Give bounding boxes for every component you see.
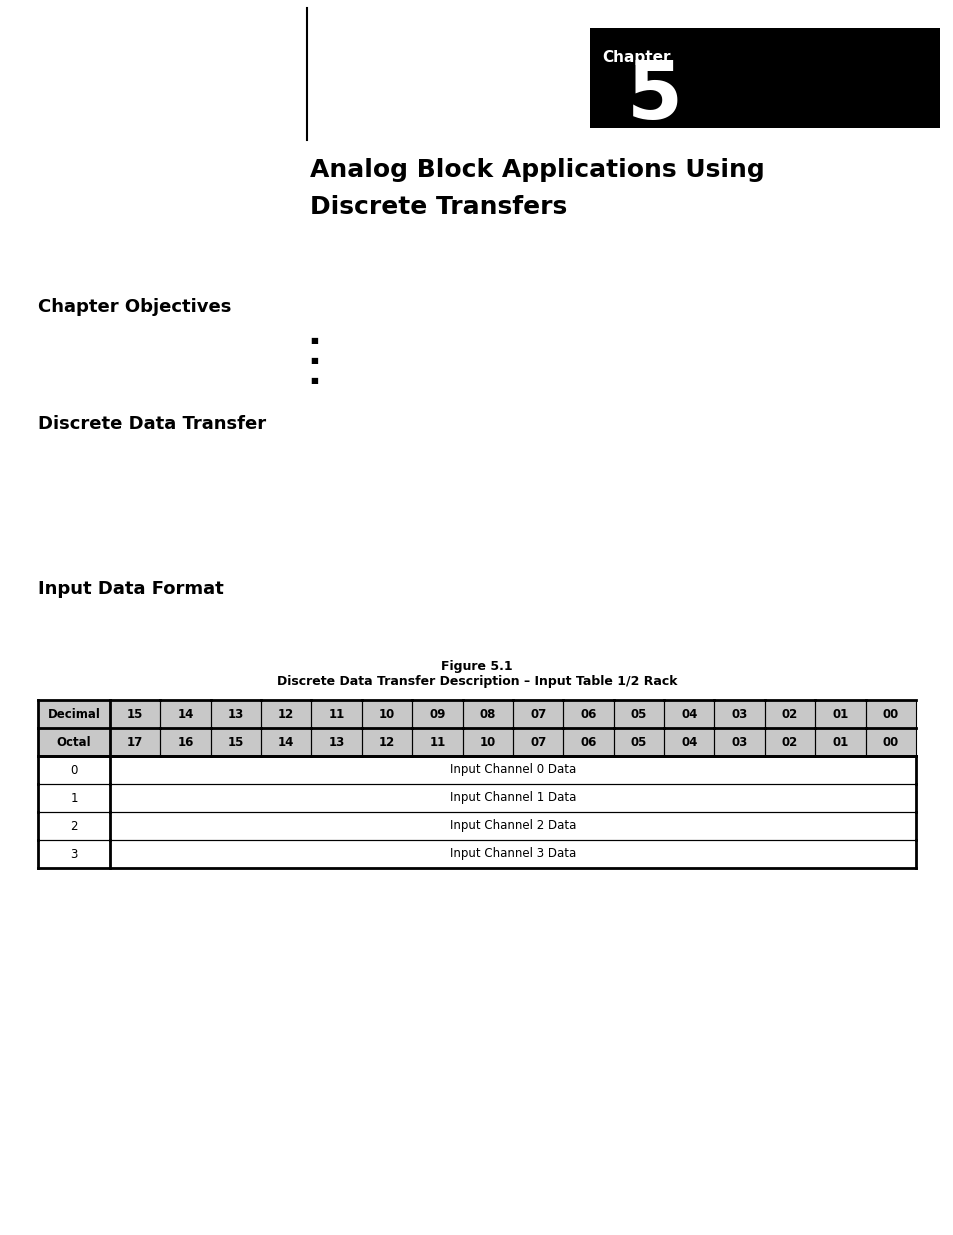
- Text: Input Channel 1 Data: Input Channel 1 Data: [450, 792, 576, 804]
- Bar: [38, 756, 110, 784]
- Bar: [361, 700, 412, 727]
- Bar: [38, 784, 110, 811]
- Text: 11: 11: [328, 708, 344, 720]
- Bar: [513, 700, 563, 727]
- Bar: [864, 727, 915, 756]
- Text: 5: 5: [626, 58, 682, 136]
- Bar: [462, 700, 513, 727]
- Bar: [563, 700, 613, 727]
- Bar: [764, 700, 815, 727]
- Text: 06: 06: [579, 736, 597, 748]
- Bar: [38, 727, 110, 756]
- Text: Analog Block Applications Using: Analog Block Applications Using: [310, 158, 764, 182]
- Text: 00: 00: [882, 708, 898, 720]
- Bar: [211, 700, 261, 727]
- Text: Input Data Format: Input Data Format: [38, 580, 224, 598]
- Bar: [412, 727, 462, 756]
- Bar: [864, 700, 915, 727]
- Text: 13: 13: [228, 708, 244, 720]
- Text: 12: 12: [378, 736, 395, 748]
- Bar: [613, 727, 663, 756]
- Text: 04: 04: [680, 736, 697, 748]
- Text: 03: 03: [731, 736, 747, 748]
- Text: Input Channel 0 Data: Input Channel 0 Data: [450, 763, 576, 777]
- Text: 3: 3: [71, 847, 77, 861]
- Text: Chapter Objectives: Chapter Objectives: [38, 298, 232, 316]
- Text: 05: 05: [630, 708, 646, 720]
- Bar: [38, 700, 110, 727]
- Text: 02: 02: [781, 736, 798, 748]
- Bar: [110, 784, 915, 811]
- Bar: [312, 727, 361, 756]
- Text: 01: 01: [831, 708, 847, 720]
- Bar: [815, 700, 864, 727]
- Text: 10: 10: [479, 736, 496, 748]
- Text: 14: 14: [278, 736, 294, 748]
- Bar: [412, 700, 462, 727]
- Bar: [361, 727, 412, 756]
- Bar: [815, 727, 864, 756]
- Text: 13: 13: [328, 736, 344, 748]
- Bar: [160, 700, 211, 727]
- Bar: [38, 840, 110, 868]
- Text: 11: 11: [429, 736, 445, 748]
- Bar: [211, 727, 261, 756]
- Bar: [160, 727, 211, 756]
- Text: 05: 05: [630, 736, 646, 748]
- Bar: [261, 700, 312, 727]
- Bar: [38, 811, 110, 840]
- Text: 0: 0: [71, 763, 77, 777]
- Text: Figure 5.1: Figure 5.1: [440, 659, 513, 673]
- Text: 01: 01: [831, 736, 847, 748]
- Bar: [714, 727, 764, 756]
- Text: 03: 03: [731, 708, 747, 720]
- Text: Discrete Transfers: Discrete Transfers: [310, 195, 567, 219]
- Text: 08: 08: [479, 708, 496, 720]
- Text: Chapter: Chapter: [601, 49, 670, 65]
- Text: ■: ■: [310, 356, 317, 364]
- Text: ■: ■: [310, 336, 317, 345]
- Bar: [764, 727, 815, 756]
- Text: 07: 07: [530, 708, 546, 720]
- Text: Discrete Data Transfer: Discrete Data Transfer: [38, 415, 266, 433]
- Bar: [663, 700, 714, 727]
- Text: 15: 15: [228, 736, 244, 748]
- Text: 16: 16: [177, 736, 193, 748]
- Bar: [462, 727, 513, 756]
- Bar: [613, 700, 663, 727]
- Bar: [513, 727, 563, 756]
- Text: 17: 17: [127, 736, 143, 748]
- Text: ■: ■: [310, 375, 317, 384]
- Text: 2: 2: [71, 820, 77, 832]
- Text: 00: 00: [882, 736, 898, 748]
- Bar: [110, 840, 915, 868]
- Bar: [110, 756, 915, 784]
- Text: 07: 07: [530, 736, 546, 748]
- Bar: [714, 700, 764, 727]
- Text: 15: 15: [127, 708, 143, 720]
- Text: Input Channel 2 Data: Input Channel 2 Data: [450, 820, 576, 832]
- Text: Discrete Data Transfer Description – Input Table 1/2 Rack: Discrete Data Transfer Description – Inp…: [276, 676, 677, 688]
- Text: 10: 10: [378, 708, 395, 720]
- Bar: [563, 727, 613, 756]
- Text: Decimal: Decimal: [48, 708, 100, 720]
- Text: 04: 04: [680, 708, 697, 720]
- Bar: [312, 700, 361, 727]
- Text: 02: 02: [781, 708, 798, 720]
- Bar: [110, 700, 160, 727]
- Text: 1: 1: [71, 792, 77, 804]
- Bar: [110, 727, 160, 756]
- Text: 06: 06: [579, 708, 597, 720]
- Text: 09: 09: [429, 708, 445, 720]
- Bar: [110, 811, 915, 840]
- Text: Octal: Octal: [56, 736, 91, 748]
- Text: 14: 14: [177, 708, 193, 720]
- Text: Input Channel 3 Data: Input Channel 3 Data: [450, 847, 576, 861]
- Bar: [261, 727, 312, 756]
- Bar: [589, 28, 939, 128]
- Bar: [663, 727, 714, 756]
- Text: 12: 12: [278, 708, 294, 720]
